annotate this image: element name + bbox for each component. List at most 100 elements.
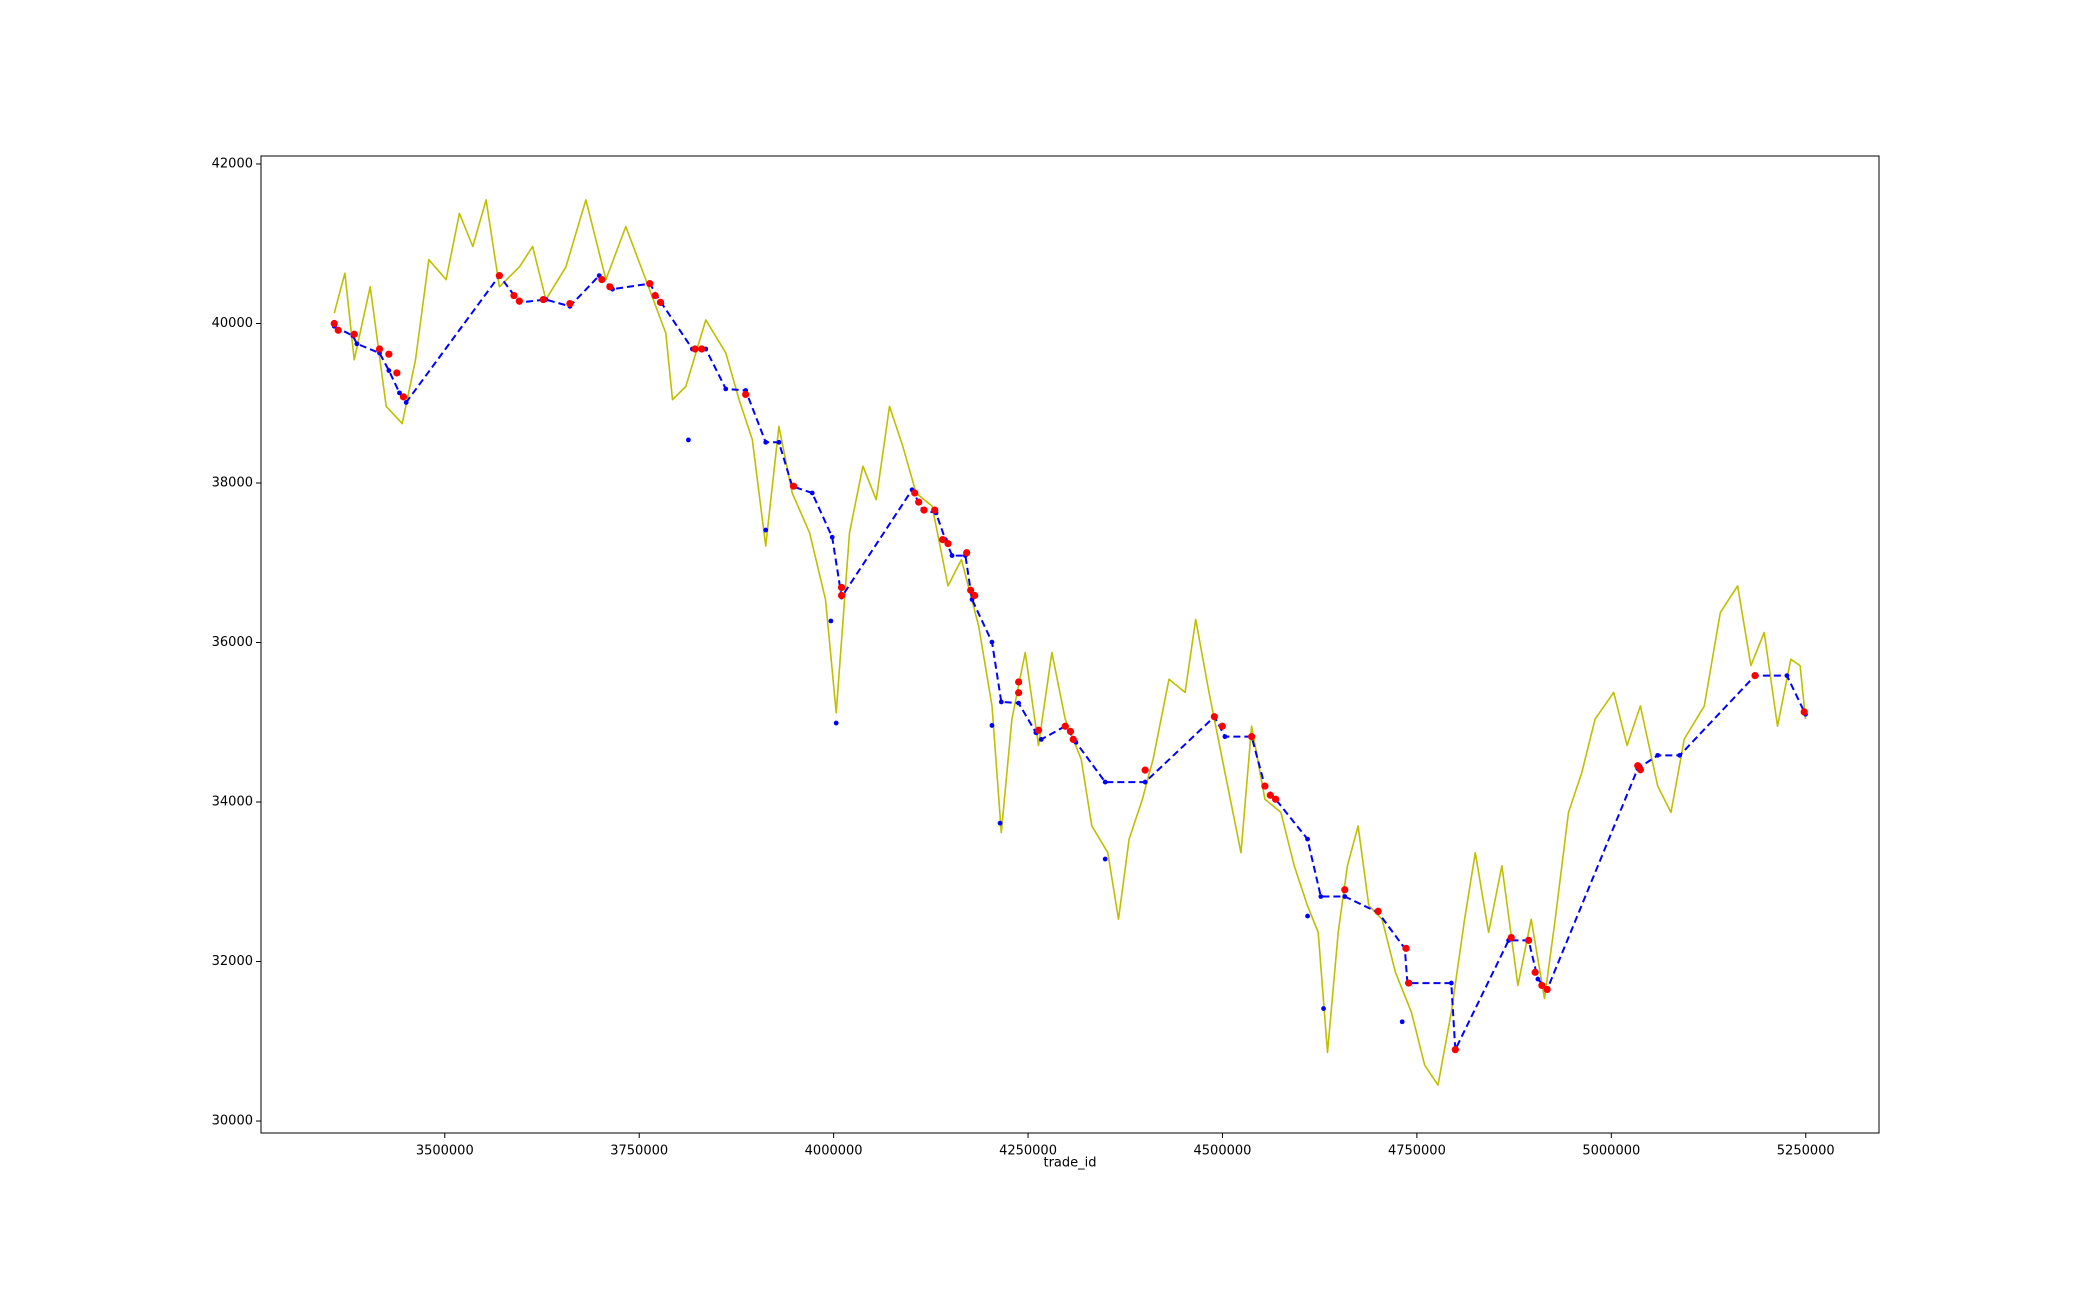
x-tick-label: 4250000 (999, 1144, 1057, 1159)
data-point (1015, 689, 1023, 697)
data-point (1318, 894, 1324, 899)
data-point (1102, 856, 1108, 862)
data-point (1218, 722, 1226, 730)
data-point (1061, 722, 1069, 730)
data-point (1102, 779, 1108, 785)
data-point (763, 439, 769, 445)
data-point (393, 369, 401, 377)
data-point (334, 326, 342, 334)
data-point (1535, 976, 1541, 982)
data-point (330, 319, 338, 328)
data-point (1305, 836, 1310, 842)
data-point (939, 536, 947, 544)
data-point (1448, 980, 1454, 986)
data-point (1142, 779, 1148, 785)
plot-frame (260, 155, 1880, 1134)
data-point (763, 527, 769, 533)
x-tick-label: 4500000 (1194, 1144, 1252, 1159)
data-point (963, 549, 971, 557)
data-point (1069, 735, 1077, 744)
data-point (1374, 907, 1382, 915)
x-tick-label: 3500000 (416, 1144, 474, 1159)
x-axis-label: trade_id (1043, 1156, 1096, 1171)
data-point (495, 272, 503, 280)
data-point (515, 297, 523, 305)
data-point (656, 298, 665, 306)
data-point (998, 699, 1004, 705)
data-point (1066, 727, 1075, 736)
x-tick-label: 3750000 (610, 1144, 668, 1159)
data-point (686, 437, 691, 443)
data-point (944, 540, 952, 548)
data-point (691, 345, 699, 353)
data-point (1751, 672, 1759, 680)
y-tick-label: 30000 (212, 1114, 253, 1129)
y-tick-label: 34000 (212, 795, 253, 810)
data-point (646, 280, 654, 288)
y-tick-label: 36000 (212, 635, 253, 650)
data-point (829, 534, 835, 540)
data-point (1402, 944, 1410, 952)
data-point (1266, 791, 1274, 799)
data-point (742, 390, 750, 399)
data-point (1399, 1019, 1405, 1025)
data-point (1784, 673, 1790, 679)
data-point (1531, 968, 1539, 976)
data-point (1524, 936, 1533, 944)
data-point (1655, 752, 1661, 758)
series-line (333, 274, 1807, 1051)
data-point (1543, 985, 1551, 994)
data-point (1210, 713, 1218, 721)
x-tick-label: 5250000 (1777, 1144, 1835, 1159)
data-point (1305, 913, 1310, 919)
data-point (1141, 766, 1149, 774)
x-tick-label: 4000000 (805, 1144, 863, 1159)
y-tick-label: 32000 (212, 954, 253, 969)
data-point (1015, 678, 1023, 686)
data-point (989, 723, 995, 728)
y-tick-label: 42000 (212, 156, 253, 171)
data-point (1248, 733, 1256, 741)
data-point (997, 820, 1003, 826)
data-point (809, 490, 815, 496)
data-point (375, 345, 384, 353)
data-point (1451, 1046, 1459, 1054)
data-point (1038, 737, 1044, 742)
data-point (606, 283, 614, 291)
data-point (915, 498, 923, 506)
data-point (931, 506, 939, 514)
data-point (651, 291, 659, 300)
data-point (1677, 752, 1683, 758)
data-point (1271, 795, 1280, 803)
data-point (828, 618, 834, 624)
data-point (789, 482, 798, 490)
data-point (911, 489, 919, 497)
data-point (1405, 979, 1413, 987)
data-point (1034, 726, 1043, 734)
data-point (1222, 734, 1228, 740)
data-point (566, 299, 574, 308)
data-point (723, 386, 729, 392)
data-point (510, 291, 518, 300)
data-point (776, 439, 782, 445)
data-point (971, 591, 979, 600)
data-point (698, 345, 706, 353)
y-tick-label: 38000 (212, 475, 253, 490)
data-point (837, 591, 846, 600)
series-line (333, 199, 1807, 1086)
data-point (354, 341, 360, 347)
data-point (1538, 981, 1546, 990)
data-point (989, 639, 995, 645)
data-point (837, 583, 846, 592)
data-point (1507, 934, 1515, 942)
data-point (1261, 782, 1269, 790)
data-point (1321, 1006, 1326, 1011)
data-point (833, 720, 839, 726)
data-point (1341, 886, 1349, 894)
data-point (385, 350, 393, 358)
data-point (397, 390, 402, 396)
data-point (920, 506, 928, 514)
